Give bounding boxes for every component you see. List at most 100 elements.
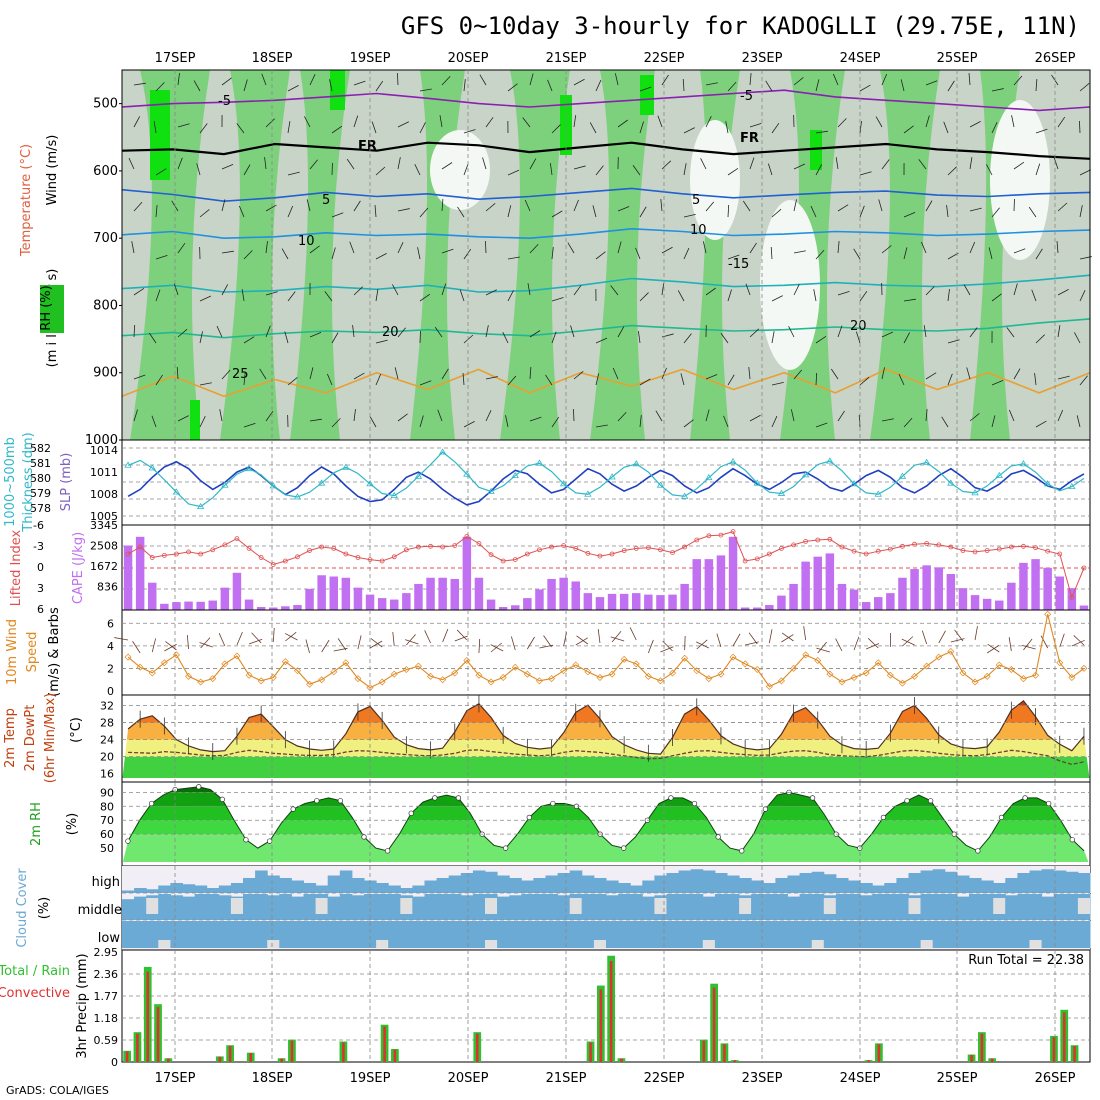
lifted-index-point — [331, 546, 337, 551]
wind-speed-point — [330, 668, 338, 676]
wind-barb — [610, 285, 619, 296]
thickness-tick: 580 — [30, 472, 51, 485]
surface-wind-barb — [236, 631, 243, 646]
cloud-bar-low — [194, 921, 208, 948]
surface-wind-barb — [357, 635, 362, 650]
wind-barb — [177, 242, 186, 254]
cloud-bar-low — [521, 921, 534, 948]
cloud-bar-low — [472, 921, 486, 948]
contour-line — [121, 89, 1091, 112]
cloud-bar — [122, 890, 135, 893]
slp-point — [269, 482, 277, 489]
cloud-bar — [279, 878, 292, 893]
lifted-index-point — [1008, 544, 1014, 550]
wind-barb — [1035, 128, 1048, 134]
wind-barb — [815, 372, 818, 386]
wind-barb — [793, 284, 800, 296]
wind-barb — [573, 199, 579, 212]
wind-barb — [969, 121, 981, 128]
slp-point — [1019, 460, 1028, 467]
cloud-bar — [1017, 873, 1030, 893]
lifted-index-point — [670, 550, 675, 555]
cloud-bar-low — [206, 921, 220, 948]
wind-barb — [832, 73, 839, 86]
y-axis-label-part: SLP (mb) — [59, 453, 74, 512]
wind-speed-point — [608, 670, 616, 678]
contour-label: 25 — [232, 367, 249, 382]
cloud-bar — [642, 880, 655, 893]
cape-bar — [595, 597, 605, 610]
cape-bar — [849, 589, 859, 610]
temp-band — [122, 722, 1090, 740]
surface-wind-barb — [950, 638, 965, 643]
convective-bar — [156, 1007, 160, 1062]
wind-speed-point — [390, 670, 398, 678]
contour-line — [121, 227, 1091, 240]
wind-barb — [441, 283, 447, 296]
cape-bar — [692, 559, 701, 610]
rh-legend-swatch — [40, 285, 64, 333]
y-axis-label: Wind (m/s) — [45, 135, 60, 206]
rh-point — [762, 806, 769, 812]
cloud-bar-low — [497, 921, 510, 948]
cape-bar — [789, 583, 798, 610]
y-axis-label-part: CAPE (J/kg) — [71, 532, 86, 604]
wind-barb — [457, 206, 465, 218]
wind-barb — [1035, 334, 1045, 344]
wind-barb — [309, 331, 322, 338]
wind-barb — [749, 242, 757, 254]
slp-point — [438, 448, 447, 455]
cloud-bar — [593, 894, 607, 920]
cloud-bar — [364, 880, 377, 893]
wind-barb — [683, 127, 695, 134]
surface-wind-barb — [986, 645, 1000, 654]
wind-barb — [573, 115, 577, 128]
lifted-index-point — [718, 532, 724, 538]
wind-barb — [1013, 161, 1025, 170]
lifted-index-point — [234, 536, 240, 541]
surface-wind-barb — [748, 632, 758, 645]
wind-barb — [287, 171, 300, 176]
wind-barb — [221, 163, 234, 170]
lifted-index-point — [682, 544, 688, 550]
surface-wind-barb — [164, 643, 177, 652]
cloud-bar — [412, 885, 425, 893]
surface-wind-barb — [1073, 635, 1085, 646]
wind-barb — [727, 254, 740, 260]
wind-barb — [287, 377, 298, 386]
wind-speed-point — [802, 651, 810, 659]
wind-speed-line — [127, 614, 1085, 689]
cloud-bar — [727, 894, 740, 920]
rh-tick: 70 — [100, 814, 114, 827]
thickness-tick: 581 — [30, 457, 51, 470]
rh-tick: 60 — [100, 828, 114, 841]
wind-barb — [417, 247, 421, 260]
wind-barb — [790, 409, 795, 422]
rh-point — [550, 800, 556, 807]
wind-barb — [859, 121, 862, 134]
contour-line — [121, 368, 1091, 398]
wind-speed-point — [874, 659, 882, 667]
wind-speed-point — [221, 660, 229, 668]
wind-speed-point — [693, 667, 701, 675]
li-tick: 3 — [37, 582, 44, 595]
rh-point — [219, 796, 225, 802]
cloud-bar — [932, 894, 946, 920]
wind-speed-point — [233, 652, 241, 660]
wind-barb — [923, 325, 927, 338]
cape-bar — [1007, 582, 1016, 610]
wind-barb — [991, 207, 1000, 218]
lifted-index-point — [416, 544, 421, 550]
cloud-bar — [606, 895, 619, 920]
lifted-index-point — [270, 562, 276, 567]
temp-bands — [122, 700, 1090, 778]
cloud-level-label: low — [98, 931, 121, 946]
surface-wind-barb — [405, 639, 419, 645]
wind-barb — [1035, 79, 1038, 92]
wind-barb — [788, 326, 795, 338]
surface-wind-barb — [732, 633, 741, 647]
wind-barb — [1013, 75, 1023, 86]
cape-bar — [317, 575, 326, 610]
wind-speed-point — [753, 666, 761, 674]
wind-speed-point — [935, 653, 943, 661]
